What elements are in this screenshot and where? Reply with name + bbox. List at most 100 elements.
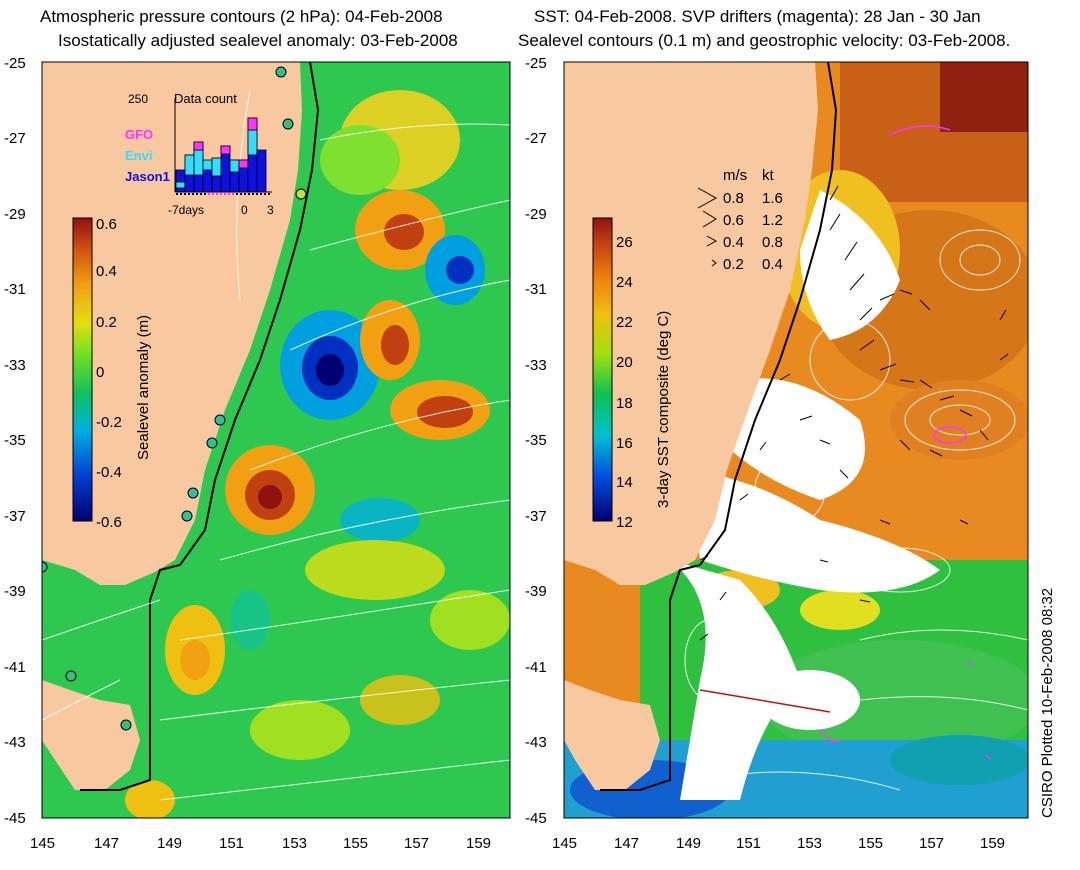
svg-text:153: 153 [282, 835, 307, 852]
inset-xlabel-zero: 0 [241, 203, 248, 217]
svg-text:147: 147 [614, 835, 639, 852]
svg-text:12: 12 [616, 514, 633, 531]
inset-legend-envi: Envi [125, 148, 152, 163]
svg-text:24: 24 [616, 274, 633, 291]
svg-text:159: 159 [466, 835, 491, 852]
svg-text:16: 16 [616, 435, 633, 452]
velocity-legend-ms-3: 0.2 [723, 256, 744, 273]
svg-text:-45: -45 [525, 810, 547, 827]
svg-text:-37: -37 [525, 508, 547, 525]
svg-text:14: 14 [616, 474, 633, 491]
velocity-legend-ms-2: 0.4 [723, 234, 744, 251]
svg-text:-43: -43 [4, 734, 26, 751]
left-title-line2: Isostatically adjusted sealevel anomaly:… [58, 31, 458, 50]
sla-field [125, 90, 510, 818]
pressure-contours [42, 89, 510, 801]
svg-text:-39: -39 [4, 583, 26, 600]
sst-colorbar-ticks: 26 24 22 20 18 16 14 12 [616, 234, 633, 531]
sst-colorbar-label: 3-day SST composite (deg C) [655, 311, 672, 508]
velocity-legend-kt-1: 1.2 [762, 212, 783, 229]
velocity-legend-kt-2: 0.8 [762, 234, 783, 251]
velocity-legend-ms-0: 0.8 [723, 190, 744, 207]
sst-colorbar: 26 24 22 20 18 16 14 12 3-day SST compos… [592, 217, 672, 531]
right-map [564, 62, 1028, 818]
left-lat-axis: -25 -27 -29 -31 -33 -35 -37 -39 -41 -43 … [4, 55, 26, 827]
svg-text:157: 157 [404, 835, 429, 852]
svg-text:-45: -45 [4, 810, 26, 827]
svg-text:159: 159 [980, 835, 1005, 852]
svg-text:149: 149 [676, 835, 701, 852]
svg-text:-37: -37 [4, 508, 26, 525]
svg-text:-35: -35 [525, 432, 547, 449]
svg-text:-29: -29 [4, 206, 26, 223]
velocity-legend-kt-3: 0.4 [762, 256, 783, 273]
svg-text:-35: -35 [4, 432, 26, 449]
sealevel-contours [684, 229, 1028, 791]
svg-text:151: 151 [219, 835, 244, 852]
svg-text:20: 20 [616, 354, 633, 371]
svg-text:-39: -39 [525, 583, 547, 600]
velocity-legend-unit-kt: kt [762, 167, 775, 184]
sla-colorbar-ticks: 0.6 0.4 0.2 0 -0.2 -0.4 -0.6 [96, 216, 122, 531]
svg-text:-33: -33 [4, 357, 26, 374]
svg-text:155: 155 [343, 835, 368, 852]
svg-text:-0.4: -0.4 [96, 464, 122, 481]
svg-text:0.6: 0.6 [96, 216, 117, 233]
drifter-red-track [699, 689, 831, 713]
svg-text:-29: -29 [525, 206, 547, 223]
svg-text:-31: -31 [4, 281, 26, 298]
velocity-legend-arrow-0.6 [702, 210, 717, 228]
plot-credit: CSIRO Plotted 10-Feb-2008 08:32 [1039, 588, 1056, 818]
left-map-frame [41, 61, 511, 819]
left-shelf-line [80, 62, 320, 791]
cloud-mask [670, 190, 940, 800]
svg-text:0.2: 0.2 [96, 314, 117, 331]
svg-text:0.4: 0.4 [96, 263, 117, 280]
svg-text:22: 22 [616, 314, 633, 331]
right-land [564, 62, 818, 585]
velocity-legend-arrow-0.4 [706, 235, 718, 247]
svg-text:145: 145 [552, 835, 577, 852]
svg-text:155: 155 [858, 835, 883, 852]
svg-text:18: 18 [616, 395, 633, 412]
right-map-frame [563, 61, 1029, 819]
svg-text:145: 145 [30, 835, 55, 852]
svg-text:-31: -31 [525, 281, 547, 298]
velocity-legend: m/s kt 0.8 1.6 0.6 1.2 0.4 0.8 0.2 0.4 [697, 167, 783, 273]
svg-text:-25: -25 [525, 55, 547, 72]
velocity-legend-arrow-0.2 [711, 259, 717, 267]
right-tasmania [564, 680, 660, 790]
svg-text:-27: -27 [525, 130, 547, 147]
svg-text:0: 0 [96, 364, 104, 381]
svg-text:-41: -41 [525, 659, 547, 676]
svg-text:-33: -33 [525, 357, 547, 374]
inset-xlabel-end: 3 [267, 203, 274, 217]
velocity-legend-arrow-0.8 [697, 187, 718, 209]
svg-text:-0.6: -0.6 [96, 514, 122, 531]
svg-text:147: 147 [94, 835, 119, 852]
sla-colorbar-label: Sealevel anomaly (m) [135, 315, 152, 460]
svg-text:-43: -43 [525, 734, 547, 751]
inset-legend-gfo: GFO [125, 127, 153, 142]
left-title-line1: Atmospheric pressure contours (2 hPa): 0… [40, 7, 443, 26]
svg-text:153: 153 [797, 835, 822, 852]
svg-text:151: 151 [736, 835, 761, 852]
svg-text:157: 157 [919, 835, 944, 852]
inset-bars [175, 117, 267, 193]
data-count-inset: 250 Data count GFO Envi Jason1 [125, 91, 274, 217]
right-shelf-line [600, 62, 838, 791]
svg-text:-41: -41 [4, 659, 26, 676]
inset-xlabel-start: -7days [168, 203, 204, 217]
sla-colorbar: 0.6 0.4 0.2 0 -0.2 -0.4 -0.6 Sealevel an… [72, 216, 152, 531]
station-markers [42, 66, 307, 731]
right-lon-axis: 145 147 149 151 153 155 157 159 [552, 835, 1005, 852]
svg-text:149: 149 [157, 835, 182, 852]
right-title-line2: Sealevel contours (0.1 m) and geostrophi… [518, 31, 1011, 50]
inset-title: Data count [174, 91, 237, 106]
right-title-line1: SST: 04-Feb-2008. SVP drifters (magenta)… [534, 7, 981, 26]
right-lat-axis: -25 -27 -29 -31 -33 -35 -37 -39 -41 -43 … [525, 55, 547, 827]
drifter-tracks [819, 125, 992, 760]
svg-text:26: 26 [616, 234, 633, 251]
velocity-vectors [699, 185, 1009, 641]
velocity-legend-ms-1: 0.6 [723, 212, 744, 229]
